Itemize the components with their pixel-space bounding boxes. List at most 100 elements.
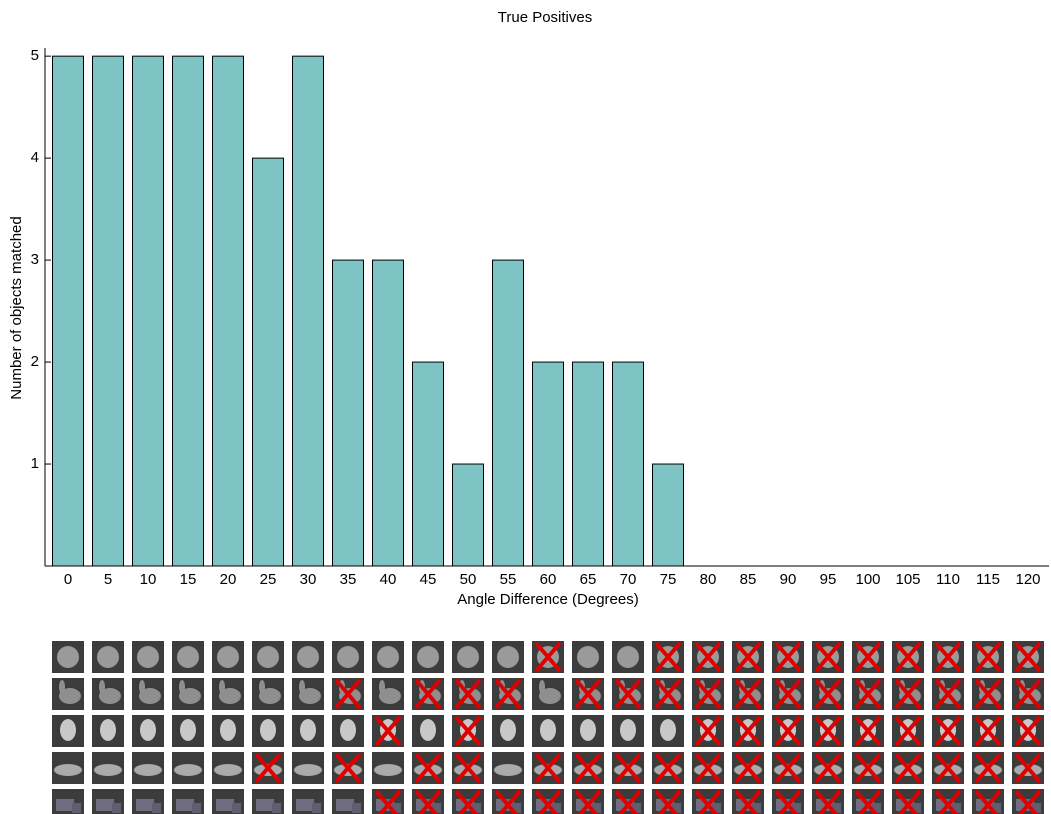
miss-cross: [614, 752, 642, 784]
thumbnail-part: [660, 719, 676, 741]
thumbnail: [52, 715, 84, 747]
cross-stroke: [854, 752, 882, 784]
miss-cross: [734, 715, 762, 747]
thumbnail-part: [217, 646, 239, 668]
thumbnail-part: [337, 646, 359, 668]
bar: [172, 55, 204, 567]
x-tick-label: 30: [300, 571, 317, 588]
thumbnail-part: [617, 646, 639, 668]
miss-cross: [454, 789, 482, 814]
miss-cross: [654, 641, 682, 673]
miss-cross: [934, 715, 962, 747]
thumbnail: [332, 789, 364, 814]
cross-stroke: [414, 752, 442, 784]
thumbnail-part: [297, 646, 319, 668]
cross-stroke: [1014, 752, 1042, 784]
thumbnail-part: [137, 646, 159, 668]
thumbnail: [92, 715, 124, 747]
thumbnail-part: [1032, 803, 1041, 813]
miss-cross: [534, 789, 562, 814]
thumbnail-part: [912, 803, 921, 813]
thumbnail-part: [472, 803, 481, 813]
thumbnail-part: [60, 719, 76, 741]
thumbnail: [132, 641, 164, 673]
cross-stroke: [854, 715, 882, 747]
miss-cross: [654, 789, 682, 814]
cross-stroke: [694, 752, 722, 784]
thumbnail-part: [500, 719, 516, 741]
miss-cross: [694, 678, 722, 710]
cross-stroke: [974, 752, 1002, 784]
y-axis-label: Number of objects matched: [8, 216, 25, 399]
thumbnail: [92, 789, 124, 814]
miss-cross: [694, 789, 722, 814]
thumbnail-part: [139, 688, 161, 704]
cross-stroke: [694, 715, 722, 747]
thumbnail: [292, 641, 324, 673]
cross-stroke: [894, 678, 922, 710]
thumbnail: [212, 752, 244, 784]
thumbnail-part: [539, 680, 545, 694]
thumbnail: [532, 678, 564, 710]
x-tick-label: 75: [660, 571, 677, 588]
miss-cross: [854, 641, 882, 673]
cross-stroke: [694, 678, 722, 710]
thumbnail: [92, 678, 124, 710]
thumbnail-part: [299, 688, 321, 704]
bar: [92, 55, 124, 567]
thumbnail-part: [139, 680, 145, 694]
cross-stroke: [374, 715, 402, 747]
miss-cross: [534, 752, 562, 784]
cross-stroke: [777, 789, 802, 814]
bar: [412, 361, 444, 567]
thumbnail-part: [377, 646, 399, 668]
cross-stroke: [334, 678, 362, 710]
x-tick-label: 60: [540, 571, 557, 588]
thumbnail-part: [374, 764, 402, 776]
thumbnail-part: [99, 680, 105, 694]
miss-cross: [734, 641, 762, 673]
thumbnail: [252, 789, 284, 814]
thumbnail-part: [296, 799, 314, 811]
thumbnail-part: [539, 688, 561, 704]
x-tick-label: 95: [820, 571, 837, 588]
miss-cross: [974, 678, 1002, 710]
cross-stroke: [457, 789, 482, 814]
thumbnail: [292, 752, 324, 784]
y-tick-label: 3: [31, 251, 39, 268]
thumbnail: [492, 715, 524, 747]
cross-stroke: [534, 752, 562, 784]
thumbnail: [412, 641, 444, 673]
miss-cross: [454, 752, 482, 784]
cross-stroke: [774, 715, 802, 747]
miss-cross: [374, 715, 402, 747]
cross-stroke: [857, 789, 882, 814]
cross-stroke: [414, 678, 442, 710]
y-tick-label: 2: [31, 353, 39, 370]
cross-stroke: [497, 789, 522, 814]
x-tick-label: 15: [180, 571, 197, 588]
miss-cross: [414, 752, 442, 784]
cross-stroke: [814, 641, 842, 673]
thumbnail: [132, 715, 164, 747]
cross-stroke: [974, 641, 1002, 673]
x-tick-label: 65: [580, 571, 597, 588]
thumbnail: [252, 641, 284, 673]
thumbnail-part: [312, 803, 321, 813]
thumbnail-part: [340, 719, 356, 741]
cross-stroke: [377, 789, 402, 814]
miss-cross: [774, 789, 802, 814]
thumbnail: [172, 715, 204, 747]
miss-cross: [854, 789, 882, 814]
x-tick-label: 115: [976, 571, 1000, 588]
cross-stroke: [254, 752, 282, 784]
cross-stroke: [697, 789, 722, 814]
thumbnail: [172, 678, 204, 710]
y-tick-label: 4: [31, 149, 39, 166]
miss-cross: [574, 752, 602, 784]
y-tick-label: 5: [31, 47, 39, 64]
cross-stroke: [974, 715, 1002, 747]
thumbnail: [212, 789, 244, 814]
cross-stroke: [654, 678, 682, 710]
miss-cross: [814, 752, 842, 784]
